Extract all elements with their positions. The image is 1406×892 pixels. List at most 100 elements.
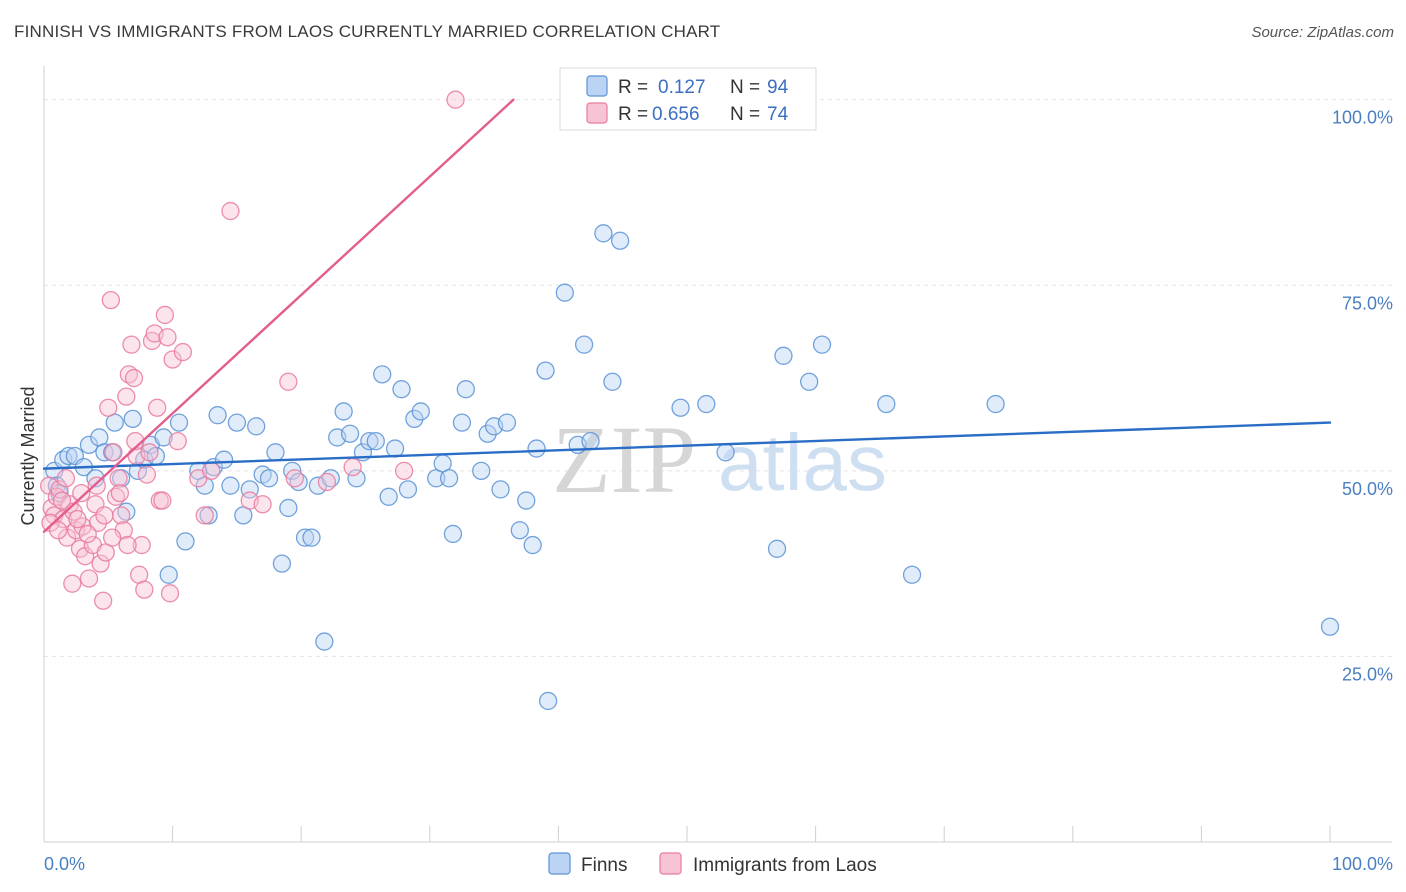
x-tick-label-start: 0.0% — [44, 854, 85, 874]
point-laos-57 — [343, 457, 362, 477]
point-finns-81 — [594, 224, 613, 243]
point-laos-16 — [88, 513, 108, 532]
point-finns-82 — [603, 372, 622, 391]
point-finns-22 — [169, 413, 189, 432]
point-laos-42 — [155, 305, 175, 325]
legend-r-value-finns: 0.127 — [658, 77, 706, 98]
point-laos-51 — [221, 201, 240, 221]
legend-swatch-laos — [586, 102, 608, 124]
point-finns-92 — [902, 565, 922, 584]
y-tick-label-1: 75.0% — [1342, 293, 1393, 313]
x-tick-label-end: 100.0% — [1332, 854, 1393, 874]
point-finns-36 — [259, 469, 279, 488]
point-laos-21 — [101, 290, 121, 310]
point-laos-56 — [317, 472, 337, 492]
point-finns-42 — [295, 528, 315, 547]
point-laos-62 — [56, 469, 76, 488]
point-laos-50 — [202, 461, 221, 480]
legend-r-value-laos: 0.656 — [652, 104, 700, 125]
point-finns-73 — [517, 491, 536, 510]
point-finns-15 — [123, 409, 142, 429]
point-finns-83 — [610, 231, 630, 250]
legend-n-value-laos: 74 — [767, 104, 789, 125]
point-finns-59 — [405, 409, 424, 429]
point-laos-59 — [446, 90, 465, 109]
y-tick-label-3: 25.0% — [1342, 664, 1393, 684]
bottom-legend: Finns Immigrants from Laos — [548, 852, 877, 876]
point-finns-68 — [478, 424, 497, 443]
point-laos-73 — [68, 509, 87, 529]
point-laos-35 — [137, 465, 157, 484]
point-finns-91 — [877, 394, 896, 414]
point-finns-31 — [227, 413, 247, 432]
point-laos-72 — [52, 491, 72, 510]
point-finns-57 — [392, 380, 411, 399]
point-finns-52 — [360, 432, 379, 451]
point-finns-87 — [767, 539, 787, 558]
point-laos-53 — [253, 495, 272, 514]
point-laos-60 — [41, 513, 60, 532]
point-finns-58 — [398, 480, 418, 499]
data-points — [39, 90, 1340, 711]
x-tick-labels: 0.0% 100.0% — [44, 854, 1393, 874]
point-laos-22 — [104, 443, 123, 462]
point-laos-20 — [99, 398, 118, 417]
top-legend: R = 0.127 N = 94 R = 0.656 N = 74 — [559, 67, 817, 131]
point-finns-39 — [279, 498, 298, 518]
point-laos-69 — [110, 483, 130, 503]
axes — [43, 66, 1392, 843]
y-tick-labels: 100.0% 75.0% 50.0% 25.0% — [1332, 108, 1393, 685]
point-laos-37 — [142, 331, 162, 351]
y-axis-title: Currently Married — [18, 386, 38, 525]
legend-n-label-laos: N = — [730, 104, 760, 125]
point-finns-72 — [510, 521, 529, 540]
point-finns-26 — [199, 506, 218, 525]
point-finns-49 — [340, 424, 360, 443]
point-laos-29 — [122, 335, 141, 354]
point-finns-71 — [497, 413, 517, 432]
point-finns-4 — [59, 446, 78, 466]
point-finns-8 — [86, 469, 105, 488]
point-laos-58 — [394, 461, 414, 480]
watermark-zip: ZIP — [552, 406, 696, 513]
point-finns-48 — [334, 402, 353, 421]
point-finns-37 — [266, 443, 285, 462]
point-laos-70 — [118, 535, 137, 555]
point-finns-45 — [315, 632, 334, 651]
grid-lines — [44, 99, 1392, 657]
point-laos-44 — [160, 584, 180, 603]
point-finns-80 — [581, 432, 600, 451]
point-finns-43 — [302, 528, 321, 547]
point-finns-65 — [452, 413, 472, 432]
point-laos-36 — [140, 443, 159, 462]
bottom-legend-swatch-finns — [548, 852, 571, 875]
point-finns-55 — [379, 487, 398, 506]
point-laos-67 — [95, 506, 114, 525]
chart-title: FINNISH VS IMMIGRANTS FROM LAOS CURRENTL… — [14, 22, 721, 41]
point-laos-39 — [148, 398, 167, 417]
legend-n-label-finns: N = — [730, 77, 760, 98]
point-laos-47 — [173, 342, 193, 362]
legend-n-value-finns: 94 — [767, 77, 789, 98]
legend-swatch-finns — [586, 75, 608, 97]
point-laos-41 — [153, 491, 172, 510]
point-finns-64 — [443, 524, 463, 544]
point-finns-84 — [671, 398, 690, 417]
point-finns-67 — [472, 461, 491, 480]
point-laos-27 — [117, 387, 136, 406]
point-finns-75 — [527, 439, 546, 458]
point-finns-85 — [697, 394, 716, 414]
point-laos-61 — [48, 521, 68, 540]
point-finns-20 — [154, 428, 173, 447]
point-finns-79 — [574, 335, 594, 354]
point-laos-24 — [109, 469, 128, 488]
point-laos-54 — [279, 372, 298, 391]
point-laos-25 — [112, 506, 131, 525]
point-laos-68 — [103, 528, 122, 547]
point-laos-34 — [135, 580, 154, 599]
point-laos-49 — [195, 506, 214, 525]
point-laos-64 — [72, 483, 91, 503]
point-finns-53 — [366, 432, 385, 451]
point-laos-66 — [87, 476, 106, 495]
